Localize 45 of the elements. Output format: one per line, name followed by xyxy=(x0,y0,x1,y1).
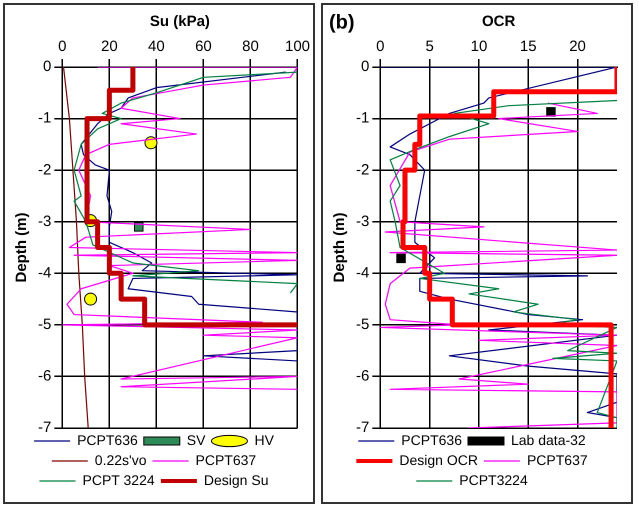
legend-label: Lab data-32 xyxy=(510,432,586,448)
x-tick-label: 100 xyxy=(284,38,310,56)
y-tick-label: -3 xyxy=(356,212,370,230)
legend-label: 0.22s'vo xyxy=(94,452,147,468)
legend-label: PCPT636 xyxy=(401,432,462,448)
legend-label: PCPT636 xyxy=(77,432,138,448)
text: (b) xyxy=(329,12,355,34)
x-tick-label: 0 xyxy=(58,38,67,56)
x-tick-label: 60 xyxy=(195,38,212,56)
y-tick-label: -3 xyxy=(38,212,52,230)
y-tick-label: -2 xyxy=(38,161,52,178)
y-tick-label: -7 xyxy=(38,419,52,436)
legend-label: PCPT3224 xyxy=(459,472,528,488)
legend-label: SV xyxy=(186,432,206,448)
x-tick-label: 15 xyxy=(520,38,537,56)
y-tick-label: -6 xyxy=(38,368,52,385)
x-tick-label: 5 xyxy=(425,38,434,56)
y-axis-title: Depth (m) xyxy=(331,212,348,282)
x-tick-label: 10 xyxy=(470,38,488,56)
x-tick-label: 40 xyxy=(148,38,165,56)
y-tick-label: -1 xyxy=(356,110,370,127)
y-tick-label: -5 xyxy=(356,316,370,333)
y-tick-label: 0 xyxy=(360,58,370,76)
x-tick-label: 80 xyxy=(242,38,259,56)
legend-label: Design Su xyxy=(204,472,268,488)
y-tick-label: -4 xyxy=(38,264,52,282)
legend-label: PCPT 3224 xyxy=(82,472,155,488)
legend-label: PCPT637 xyxy=(526,452,588,468)
y-tick-label: -1 xyxy=(38,110,52,127)
y-tick-label: -2 xyxy=(356,161,370,178)
y-tick-label: -6 xyxy=(356,368,370,385)
y-tick-label: 0 xyxy=(42,58,52,76)
legend-label: HV xyxy=(254,432,275,448)
point xyxy=(84,292,98,306)
legend-label: PCPT637 xyxy=(196,452,256,468)
y-tick-label: -4 xyxy=(356,264,370,282)
legend-label: Design OCR xyxy=(399,452,478,468)
y-axis-title: Depth (m) xyxy=(13,212,30,282)
x-tick-label: 0 xyxy=(376,38,385,56)
y-tick-label: -7 xyxy=(356,419,370,436)
x-tick-label: 20 xyxy=(569,38,586,56)
y-tick-label: -5 xyxy=(38,316,52,333)
x-tick-label: 20 xyxy=(101,38,118,56)
x-axis-title: OCR xyxy=(482,13,516,30)
x-axis-title: Su (kPa) xyxy=(150,13,210,30)
